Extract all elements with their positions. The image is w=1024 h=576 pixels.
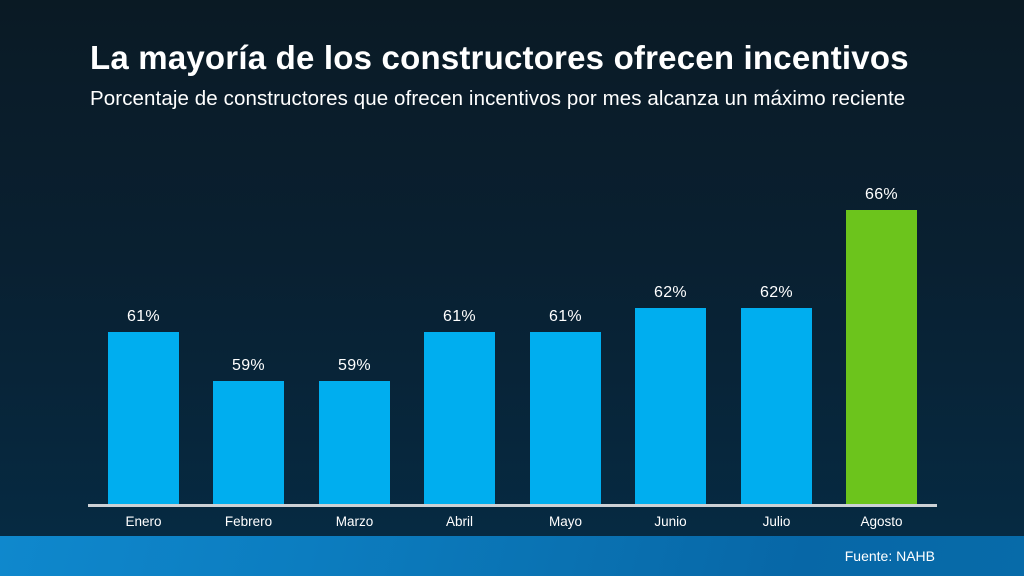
month-label-abril: Abril — [445, 514, 473, 529]
month-label-febrero: Febrero — [224, 514, 273, 529]
chart-subtitle: Porcentaje de constructores que ofrecen … — [90, 87, 906, 111]
chart-title: La mayoría de los constructores ofrecen … — [90, 39, 909, 76]
bar-febrero — [213, 381, 284, 504]
value-label-julio: 62% — [760, 284, 793, 301]
value-label-agosto: 66% — [865, 186, 898, 203]
value-label-mayo: 61% — [549, 308, 582, 325]
bar-abril — [424, 332, 495, 504]
bar-julio — [741, 308, 812, 504]
value-label-junio: 62% — [654, 284, 687, 301]
bar-marzo — [319, 381, 390, 504]
month-label-junio: Junio — [654, 514, 687, 529]
source-label: Fuente: NAHB — [844, 548, 935, 564]
value-label-abril: 61% — [443, 308, 476, 325]
bar-mayo — [530, 332, 601, 504]
month-label-mayo: Mayo — [548, 514, 582, 529]
month-label-julio: Julio — [762, 514, 791, 529]
footer-strip: Fuente: NAHB — [0, 536, 1024, 576]
value-label-marzo: 59% — [338, 357, 371, 374]
value-label-enero: 61% — [127, 308, 160, 325]
chart-header: La mayoría de los constructores ofrecen … — [90, 39, 950, 111]
bar-enero — [108, 332, 179, 504]
month-label-agosto: Agosto — [860, 514, 903, 529]
x-axis-line — [88, 504, 937, 507]
bar-junio — [635, 308, 706, 504]
month-label-marzo: Marzo — [335, 514, 374, 529]
bar-agosto — [846, 210, 917, 504]
value-label-febrero: 59% — [232, 357, 265, 374]
month-label-enero: Enero — [125, 514, 162, 529]
